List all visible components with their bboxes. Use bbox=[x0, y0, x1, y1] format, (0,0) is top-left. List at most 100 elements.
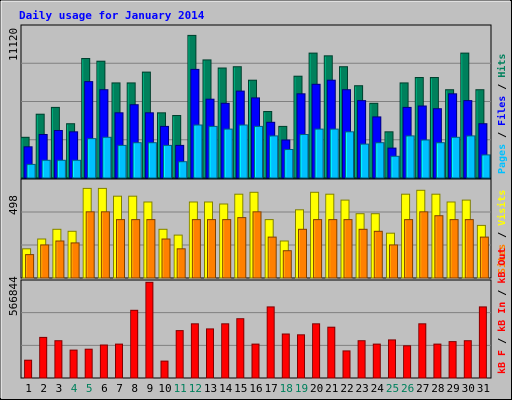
bar-sites-day-23 bbox=[358, 228, 368, 279]
bar-pages-day-4 bbox=[72, 159, 82, 179]
bar-sites-day-9 bbox=[146, 219, 156, 279]
x-tick-label: 1 bbox=[25, 382, 32, 395]
x-tick-label: 12 bbox=[189, 382, 202, 395]
x-tick-label: 17 bbox=[265, 382, 278, 395]
legend-entry: kB Out bbox=[497, 248, 508, 284]
bar-pages-day-12 bbox=[193, 124, 203, 179]
bar-sites-day-20 bbox=[313, 219, 323, 279]
bar-kb-out-day-24 bbox=[372, 343, 381, 379]
bar-pages-day-14 bbox=[223, 128, 233, 179]
x-tick-label: 23 bbox=[355, 382, 368, 395]
bar-sites-day-25 bbox=[389, 244, 398, 279]
bar-pages-day-18 bbox=[284, 149, 294, 179]
legend-entry: kB F bbox=[497, 350, 508, 374]
bar-pages-day-19 bbox=[299, 134, 309, 179]
bar-sites-day-1 bbox=[25, 254, 35, 279]
bar-kb-out-day-16 bbox=[251, 343, 260, 379]
panel-legend: kB F / kB In / kB Out bbox=[497, 248, 508, 374]
bar-kb-out-day-18 bbox=[281, 333, 290, 379]
bar-kb-out-day-1 bbox=[24, 359, 33, 379]
bar-pages-day-27 bbox=[420, 139, 430, 179]
bar-kb-out-day-17 bbox=[266, 306, 275, 379]
bar-kb-out-day-23 bbox=[357, 340, 366, 379]
bar-pages-day-7 bbox=[117, 144, 127, 179]
x-tick-label: 15 bbox=[234, 382, 247, 395]
bar-kb-out-day-4 bbox=[69, 349, 78, 379]
legend-entry: Pages bbox=[497, 144, 508, 174]
bar-kb-out-day-20 bbox=[312, 323, 321, 379]
x-tick-label: 25 bbox=[386, 382, 399, 395]
chart-title: Daily usage for January 2014 bbox=[19, 9, 205, 22]
bar-sites-day-7 bbox=[116, 219, 125, 279]
x-tick-label: 9 bbox=[147, 382, 154, 395]
bar-pages-day-17 bbox=[269, 135, 279, 179]
bar-kb-out-day-2 bbox=[39, 336, 48, 379]
bar-sites-day-17 bbox=[267, 236, 277, 279]
x-tick-label: 26 bbox=[401, 382, 414, 395]
bar-pages-day-29 bbox=[451, 136, 461, 179]
bar-sites-day-16 bbox=[252, 211, 262, 279]
bar-sites-day-13 bbox=[207, 219, 216, 279]
bar-kb-out-day-15 bbox=[236, 318, 245, 379]
bar-sites-day-12 bbox=[191, 219, 201, 279]
bar-pages-day-23 bbox=[360, 143, 370, 179]
x-tick-label: 4 bbox=[71, 382, 78, 395]
x-tick-label: 31 bbox=[477, 382, 490, 395]
bar-pages-day-1 bbox=[26, 163, 36, 179]
x-tick-label: 28 bbox=[431, 382, 444, 395]
panel-visits-sites: 498 Sites / Visits bbox=[7, 178, 508, 279]
bar-sites-day-21 bbox=[328, 219, 338, 279]
x-tick-label: 16 bbox=[249, 382, 262, 395]
bar-pages-day-31 bbox=[481, 154, 491, 179]
x-tick-label: 29 bbox=[446, 382, 459, 395]
legend-entry: kB In bbox=[497, 302, 508, 332]
bar-kb-out-day-19 bbox=[297, 334, 305, 379]
bar-kb-out-day-8 bbox=[130, 309, 139, 379]
bar-kb-out-day-25 bbox=[388, 339, 396, 379]
bar-sites-day-3 bbox=[55, 240, 65, 279]
bar-kb-out-day-5 bbox=[84, 348, 93, 379]
bar-pages-day-20 bbox=[314, 128, 324, 179]
x-tick-label: 27 bbox=[416, 382, 429, 395]
x-tick-label: 10 bbox=[158, 382, 171, 395]
x-tick-label: 8 bbox=[131, 382, 138, 395]
bar-kb-out-day-9 bbox=[145, 281, 154, 379]
bar-pages-day-6 bbox=[102, 136, 112, 179]
panel-hits-files-pages: 11120 Pages / Files / Hits bbox=[7, 24, 508, 179]
y-max-label: 566844 bbox=[7, 276, 20, 316]
bar-kb-out-day-21 bbox=[327, 326, 336, 379]
chart-panels: 11120 Pages / Files / Hits 498 Sites / Visi… bbox=[7, 24, 508, 379]
bar-kb-out-day-6 bbox=[99, 344, 108, 379]
x-tick-label: 30 bbox=[462, 382, 475, 395]
x-tick-label: 22 bbox=[340, 382, 353, 395]
bar-kb-out-day-14 bbox=[221, 323, 230, 379]
bar-pages-day-10 bbox=[163, 144, 172, 179]
legend-entry: Sites bbox=[496, 244, 508, 274]
bar-pages-day-8 bbox=[132, 142, 142, 179]
bar-sites-day-15 bbox=[237, 217, 247, 279]
bar-sites-day-29 bbox=[449, 219, 459, 279]
x-tick-label: 19 bbox=[295, 382, 308, 395]
bar-sites-day-28 bbox=[434, 215, 444, 279]
y-max-label: 11120 bbox=[7, 28, 20, 61]
bar-sites-day-26 bbox=[404, 219, 414, 279]
bar-kb-out-day-3 bbox=[54, 340, 63, 379]
x-axis-labels: 1 2 3 4 5 6 7 8 9 10 11 12 13 14 15 16 17 18 19 20 21 22 23 24 2… bbox=[25, 382, 490, 395]
bar-sites-day-6 bbox=[100, 211, 110, 279]
bar-kb-out-day-26 bbox=[403, 345, 412, 379]
legend-entry: Visits bbox=[496, 190, 508, 226]
bar-kb-out-day-12 bbox=[190, 323, 199, 379]
bar-kb-out-day-28 bbox=[433, 343, 442, 379]
bar-pages-day-21 bbox=[329, 128, 339, 179]
panel-kbytes: 566844 kB F / kB In / kB Out bbox=[7, 248, 508, 379]
bar-kb-out-day-22 bbox=[342, 350, 351, 379]
bar-sites-day-8 bbox=[131, 219, 141, 279]
bar-pages-day-15 bbox=[238, 124, 248, 179]
bar-sites-day-24 bbox=[373, 230, 383, 279]
bar-sites-day-10 bbox=[161, 238, 171, 279]
x-tick-label: 14 bbox=[219, 382, 233, 395]
legend-entry: Hits bbox=[496, 54, 508, 78]
x-tick-label: 11 bbox=[174, 382, 187, 395]
bar-kb-out-day-13 bbox=[206, 328, 214, 379]
x-tick-label: 7 bbox=[116, 382, 123, 395]
